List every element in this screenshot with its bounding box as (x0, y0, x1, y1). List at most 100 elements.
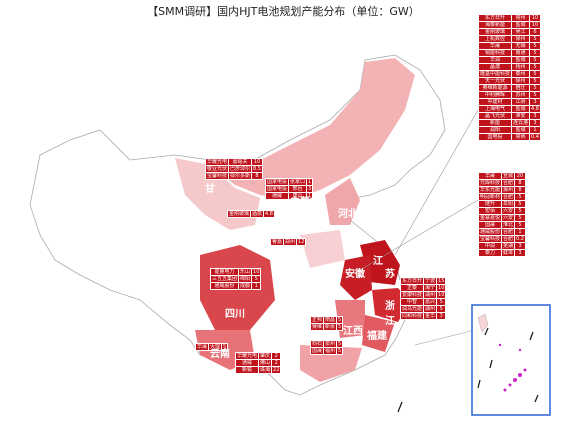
capacity: 3 (436, 312, 447, 320)
capacity: 5 (336, 316, 344, 324)
capacity: 5 (529, 70, 541, 78)
capacity: 5 (529, 42, 541, 50)
city: 常熟 (511, 133, 531, 141)
capacity: 10 (529, 14, 541, 22)
company: 金刚玻璃 (226, 210, 252, 218)
company: 琏升 (477, 200, 503, 208)
capacity: 5 (251, 275, 262, 283)
capacity: 22 (271, 366, 282, 374)
capacity: 5 (436, 305, 447, 313)
company: 同和科技 (399, 312, 425, 320)
capacity: 10 (251, 158, 263, 166)
capacity: 1 (251, 282, 262, 290)
city: 蚌埠 (501, 249, 516, 257)
company: 宝馨科技 (204, 172, 230, 180)
company: 正泰 (399, 284, 425, 292)
city: 福州 (323, 347, 338, 355)
region-anhui (340, 255, 372, 300)
company: 国家电投 (264, 185, 290, 193)
city: 海宁 (423, 284, 438, 292)
city: 湖州 (423, 305, 438, 313)
region-label: 浙江 (385, 301, 395, 327)
city: 盐城 (511, 56, 531, 64)
city: 合肥 (501, 228, 516, 236)
city: 六安 (501, 207, 516, 215)
city: 合肥 (501, 193, 516, 201)
company: 通威股份 (209, 282, 240, 290)
company: 正邦 (309, 316, 325, 324)
capacity: 5 (529, 49, 541, 57)
city: 南通 (511, 49, 531, 57)
company: 中智 (399, 298, 425, 306)
company: 东方日升 (477, 14, 513, 22)
capacity: 5 (529, 56, 541, 64)
city: 合肥 (501, 235, 516, 243)
capacity-table: 能量电力 乐山 10 三五五集团 绵阳 5 通威股份 成都 1 (209, 268, 262, 290)
company: 隆基中能科技 (477, 70, 513, 78)
city: 滁州 (501, 186, 516, 194)
capacity: 5 (529, 63, 541, 71)
company: 钧石 (309, 340, 325, 348)
region-label: 云南 (210, 349, 230, 360)
city: 盐城 (511, 126, 531, 134)
company: 海泰新能 (477, 21, 513, 29)
company: 晶澳 (477, 63, 513, 71)
company: 华晟 (477, 42, 513, 50)
region-label: 安徽 (345, 269, 365, 280)
city: 连云港 (511, 119, 531, 127)
company: 国家电投 (264, 178, 290, 186)
company: 华东光能 (477, 186, 503, 194)
capacity-table: 华晟 大理 5 (194, 343, 229, 351)
capacity: 8 (251, 172, 263, 180)
capacity: 10 (436, 284, 447, 292)
taiwan (477, 313, 489, 333)
capacity: 12 (296, 238, 307, 246)
city: 宁波 (423, 277, 438, 285)
city: 嘉兴 (423, 298, 438, 306)
city: 徐州 (511, 77, 531, 85)
capacity-table: 金刚玻璃 酒泉 4.8 (226, 210, 275, 218)
company: 元琛科技 (477, 179, 503, 187)
company: 华耀光电 (204, 158, 230, 166)
capacity: 5 (514, 200, 526, 208)
company: 国晟 (477, 221, 503, 229)
capacity: 3 (529, 119, 541, 127)
capacity: 5 (436, 298, 447, 306)
capacity: 5 (514, 214, 526, 222)
company: 上海电气 (477, 105, 513, 113)
capacity: 2 (271, 359, 282, 367)
city: 合肥 (501, 179, 516, 187)
company: 泰力 (477, 249, 503, 257)
title: 【SMM调研】国内HJT电池规划产能分布（单位：GW） (147, 5, 420, 18)
company: 金寨嘉悦 (477, 214, 503, 222)
capacity: 1 (306, 178, 314, 186)
leader-line (359, 199, 479, 271)
company: 铜能科技 (477, 49, 513, 57)
city: 肇庆 (258, 352, 273, 360)
company: 新能 (477, 119, 513, 127)
company: 华晟 (194, 343, 210, 351)
company: 能量电力 (209, 268, 240, 276)
capacity: 1 (514, 228, 526, 236)
capacity: 8 (514, 179, 526, 187)
region-fujian (362, 315, 395, 352)
city: 佛山 (258, 359, 273, 367)
company: 上机数控 (477, 35, 513, 43)
capacity: 10 (529, 21, 541, 29)
capacity: 4.8 (263, 210, 275, 218)
company: 国晟 (309, 347, 325, 355)
company: 奥维新能源 (477, 84, 513, 92)
company: 通威 (234, 359, 260, 367)
company: 中润 (477, 242, 503, 250)
capacity: 2 (271, 352, 282, 360)
city: 宿迁 (511, 84, 531, 92)
capacity: 5 (529, 77, 541, 85)
region-label: 福建 (367, 331, 387, 342)
capacity: 0.2 (514, 235, 526, 243)
capacity: 5 (514, 207, 526, 215)
company: 华晟 (477, 172, 503, 180)
company: 通威 (264, 192, 290, 200)
company: 新锐 (234, 366, 260, 374)
company: 华润 (477, 56, 513, 64)
